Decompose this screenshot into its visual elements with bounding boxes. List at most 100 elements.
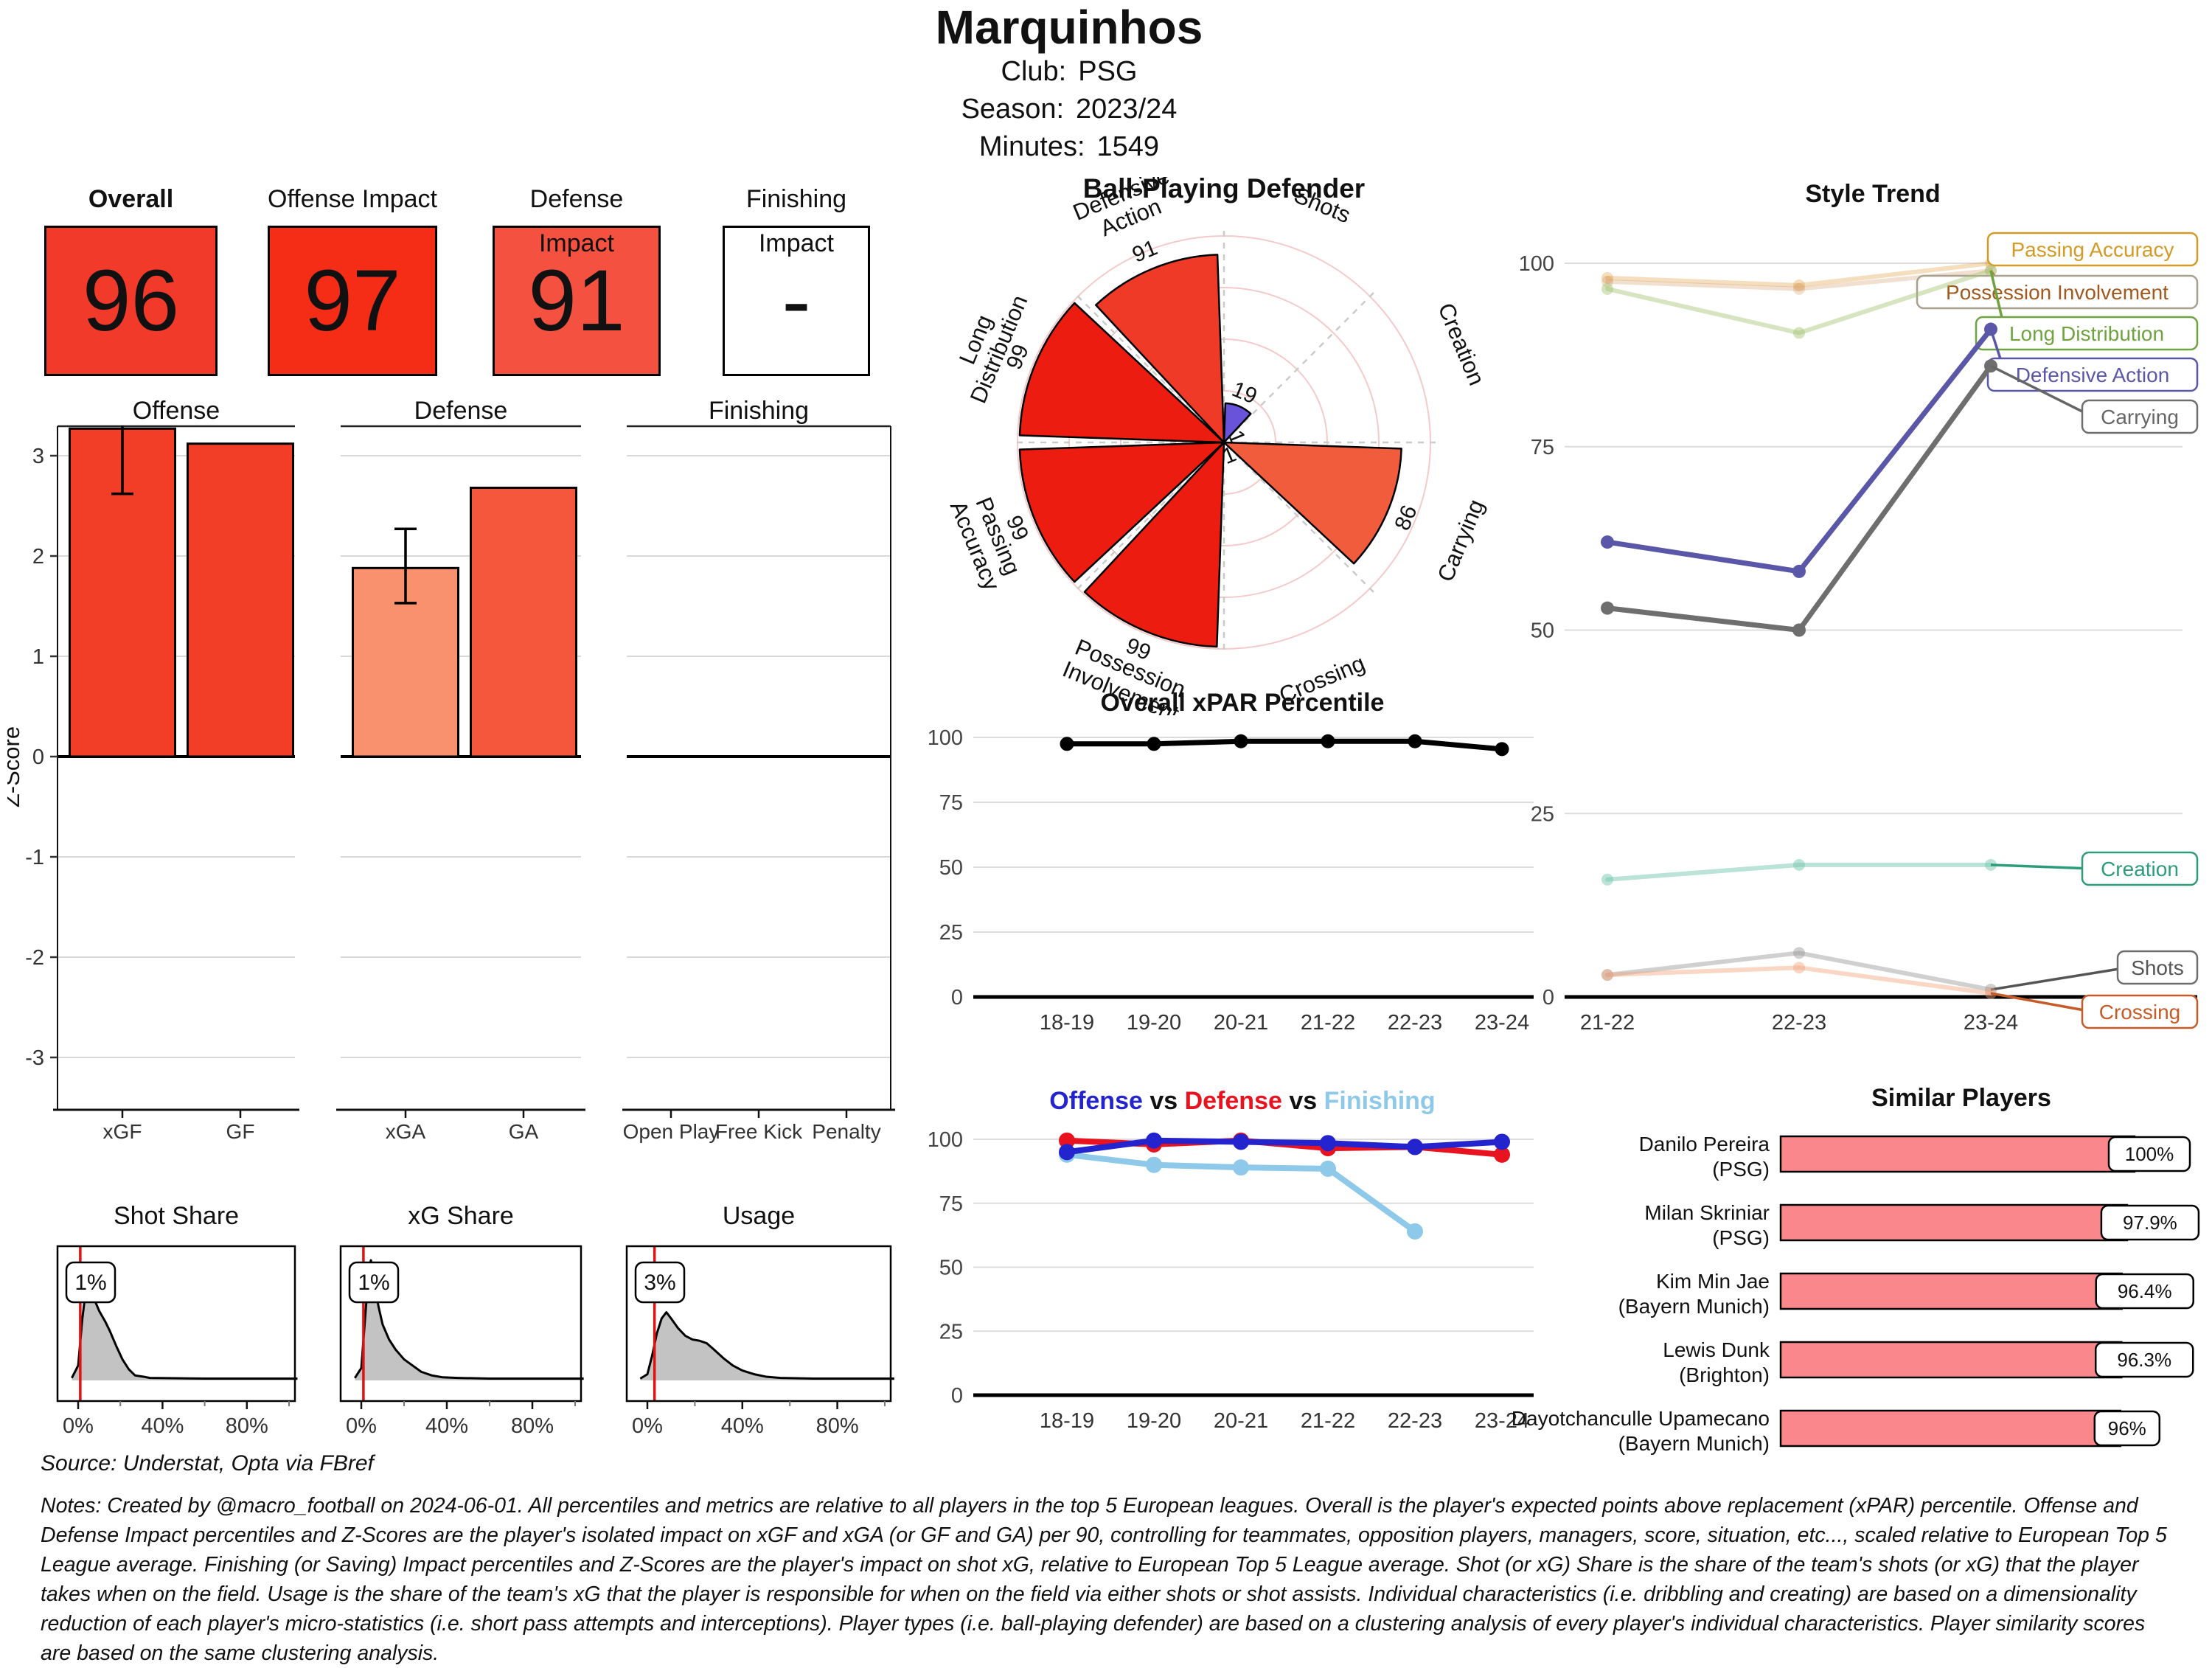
panel-title: Offense	[133, 398, 220, 425]
callout-value: 3%	[644, 1271, 675, 1295]
similarity-bar	[1779, 1203, 2129, 1242]
data-point	[1320, 1160, 1336, 1177]
method-notes: Notes: Created by @macro_football on 202…	[41, 1494, 2167, 1665]
data-point	[1233, 1133, 1249, 1150]
series-line-passing-accuracy	[1605, 261, 1993, 288]
x-tick-label: 22-23	[1388, 1409, 1442, 1433]
club-value: PSG	[1078, 56, 1138, 87]
x-tick-label: GF	[226, 1120, 255, 1143]
x-tick-label: 80%	[226, 1414, 268, 1438]
impact-card-overall: Overall 96	[44, 177, 218, 376]
series-label: Possession Involvement	[1946, 281, 2168, 304]
data-point	[1059, 1144, 1075, 1161]
x-tick-label: 80%	[511, 1414, 554, 1438]
density-curve	[639, 1311, 894, 1380]
impact-card-defense: Defense Impact 91	[493, 177, 661, 376]
y-tick-label: 2	[32, 545, 44, 569]
x-tick-label: Free Kick	[715, 1120, 803, 1143]
density-area	[640, 1312, 894, 1380]
series-label: Carrying	[2101, 406, 2179, 428]
radar-wedge-carrying	[1222, 441, 1402, 565]
share-panel-xg-share: xG Share 1% 0% 40% 80%	[339, 1202, 584, 1438]
similar-player-row: Lewis Dunk (Brighton) 96.3%	[1663, 1338, 2194, 1386]
series-label-box	[2116, 950, 2199, 985]
chart-title: Style Trend	[1805, 180, 1940, 208]
y-tick-label: 75	[1531, 436, 1554, 459]
source-note: Source: Understat, Opta via FBref	[41, 1451, 374, 1476]
x-tick-label: 18-19	[1040, 1011, 1094, 1035]
y-tick-label: 75	[939, 791, 963, 815]
data-point	[1321, 734, 1335, 748]
chart-title: Overall xPAR Percentile	[1101, 689, 1385, 717]
similar-player-row: Kim Min Jae (Bayern Munich) 96.4%	[1618, 1270, 2194, 1318]
similarity-value: 100%	[2125, 1143, 2174, 1165]
x-tick-label: 0%	[346, 1414, 377, 1438]
panel-border	[625, 1245, 892, 1403]
y-tick-label: -1	[25, 846, 44, 869]
label-leader-line	[1990, 364, 2093, 418]
x-tick-label: 40%	[141, 1414, 184, 1438]
similarity-value-chip	[2100, 1204, 2200, 1241]
radar-wedge-defensive-action	[1094, 254, 1225, 444]
x-tick-label: 19-20	[1127, 1011, 1181, 1035]
series-label: Passing Accuracy	[2011, 238, 2174, 261]
y-tick-label: 75	[939, 1192, 963, 1216]
series-label: Creation	[2101, 858, 2179, 880]
panel-title: Shot Share	[114, 1202, 239, 1230]
y-tick-label: 25	[939, 921, 963, 945]
data-point	[1233, 1159, 1249, 1176]
series-line-defensive-action	[1604, 327, 1994, 574]
series-label-box	[2081, 399, 2199, 434]
similarity-bar	[1779, 1272, 2123, 1310]
series-line-overall-xpar	[1064, 738, 1505, 752]
share-panel-usage: Usage 3% 0% 40% 80%	[625, 1202, 894, 1438]
similarity-value: 96%	[2108, 1417, 2146, 1439]
trend-plot: 0 25 50 75 100 21-22 22-23 23-24 Passing Accurac…	[1519, 232, 2199, 1035]
y-tick-label: 0	[32, 746, 44, 769]
data-point	[1494, 1133, 1510, 1150]
x-tick-label: 21-22	[1301, 1011, 1355, 1035]
x-tick-label: xGF	[103, 1120, 142, 1143]
radar-wedge-long-distribution	[1018, 302, 1225, 444]
xpar-percentile-line-chart: Overall xPAR Percentile 0 25 50 75 100 18-19 19…	[929, 689, 1534, 1035]
impact-label: Defense Impact	[529, 185, 624, 257]
series-label: Defensive Action	[2016, 364, 2170, 386]
series-line-long-distribution	[1605, 268, 1993, 336]
label-leader-line	[1990, 992, 2093, 1013]
data-point	[1494, 1146, 1510, 1163]
player-name-label: Kim Min Jae (Bayern Munich)	[1618, 1270, 1770, 1318]
x-tick-label: xGA	[386, 1120, 426, 1143]
callout-box	[634, 1261, 686, 1304]
series-label: Shots	[2131, 956, 2184, 979]
x-tick-label: 21-22	[1301, 1409, 1355, 1433]
y-tick-label: 100	[929, 726, 963, 750]
player-header: Marquinhos Club: PSG Season: 2023/24 Minut…	[811, 1, 1327, 166]
data-point	[1407, 1139, 1423, 1156]
data-point	[1234, 734, 1248, 748]
y-tick-label: 100	[929, 1128, 963, 1152]
x-tick-label: 23-24	[1964, 1011, 2018, 1035]
panel-title: Defense	[414, 398, 508, 425]
density-area	[72, 1281, 298, 1380]
x-tick-label: 80%	[816, 1414, 859, 1438]
series-label-box	[1986, 232, 2199, 267]
series-line-offense	[1064, 1137, 1505, 1156]
data-point	[1408, 734, 1422, 748]
panel-title: Usage	[723, 1202, 795, 1230]
radar-value-label: 91	[1129, 235, 1161, 267]
player-name-label: Danilo Pereira (PSG)	[1639, 1133, 1770, 1181]
panel-border	[56, 1245, 296, 1403]
y-tick-label: 1	[32, 645, 44, 669]
club-label: Club:	[1001, 56, 1067, 87]
chart-title: Ball-Playing Defender	[1083, 177, 1365, 204]
minutes-row: Minutes: 1549	[811, 128, 1327, 166]
minutes-value: 1549	[1096, 131, 1160, 162]
offense-defense-finishing-line-chart: Offense vs Defense vs Finishing 0 25 50 75 10…	[929, 1087, 1534, 1433]
x-tick-label: 0%	[632, 1414, 663, 1438]
panel-title: xG Share	[408, 1202, 514, 1230]
y-tick-label: 50	[1531, 619, 1554, 643]
x-tick-label: 18-19	[1040, 1409, 1094, 1433]
zscore-panel-offense: Offense xGF GF	[53, 398, 299, 1143]
